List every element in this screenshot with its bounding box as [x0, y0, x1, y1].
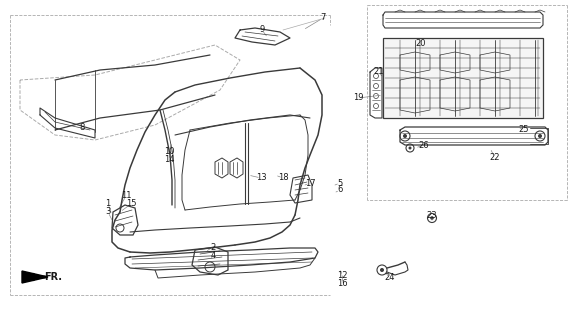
- Polygon shape: [383, 38, 543, 118]
- Circle shape: [380, 268, 384, 272]
- Text: 4: 4: [211, 251, 216, 260]
- Text: 5: 5: [338, 179, 343, 188]
- Text: 6: 6: [338, 186, 343, 195]
- Text: 3: 3: [106, 207, 111, 217]
- Text: 16: 16: [337, 279, 347, 289]
- Text: 25: 25: [519, 125, 529, 134]
- Circle shape: [403, 134, 407, 138]
- Circle shape: [430, 216, 434, 220]
- Text: 19: 19: [353, 93, 364, 102]
- Text: 22: 22: [490, 154, 500, 163]
- Polygon shape: [22, 271, 48, 283]
- Text: 12: 12: [337, 271, 347, 281]
- Text: 21: 21: [374, 68, 384, 76]
- Circle shape: [538, 134, 542, 138]
- Text: 20: 20: [416, 38, 426, 47]
- Text: 15: 15: [126, 199, 136, 209]
- Text: 9: 9: [260, 26, 265, 35]
- Text: 18: 18: [278, 173, 288, 182]
- Text: 11: 11: [121, 191, 131, 201]
- Text: 26: 26: [419, 140, 429, 149]
- Text: 17: 17: [305, 179, 315, 188]
- Text: 2: 2: [211, 243, 216, 252]
- Text: FR.: FR.: [44, 272, 62, 282]
- Text: 13: 13: [256, 173, 267, 182]
- Text: 10: 10: [164, 148, 174, 156]
- Text: 14: 14: [164, 156, 174, 164]
- Text: 1: 1: [106, 199, 111, 209]
- Text: 7: 7: [320, 13, 325, 22]
- Text: 24: 24: [385, 274, 395, 283]
- Text: 23: 23: [426, 212, 437, 220]
- Text: 8: 8: [79, 124, 85, 132]
- Circle shape: [409, 147, 411, 149]
